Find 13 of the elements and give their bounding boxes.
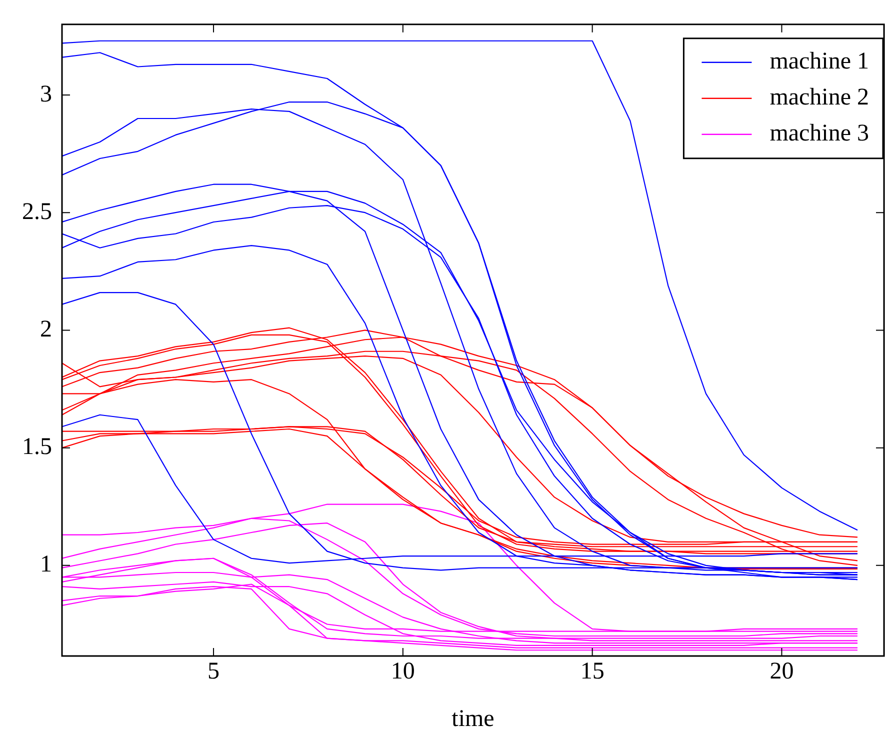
legend-label: machine 1 [770, 48, 870, 75]
x-axis-title: time [452, 706, 494, 732]
legend-label: machine 2 [770, 84, 870, 111]
x-tick-label: 20 [770, 658, 794, 685]
x-tick-label: 10 [390, 658, 415, 685]
y-tick-label: 3 [40, 81, 52, 108]
y-tick-label: 2.5 [22, 198, 52, 225]
y-tick-label: 1.5 [22, 434, 52, 460]
legend-label: machine 3 [770, 120, 870, 147]
y-tick-label: 1 [40, 552, 52, 578]
x-tick-label: 15 [580, 658, 604, 685]
x-tick-label: 5 [208, 658, 220, 685]
y-tick-label: 2 [40, 316, 52, 342]
